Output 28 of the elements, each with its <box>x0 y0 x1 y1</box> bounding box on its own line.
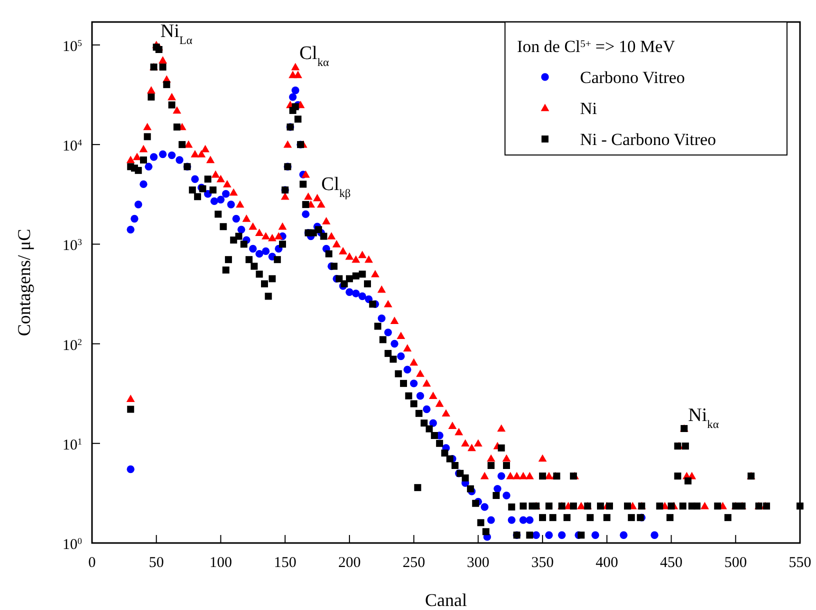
x-tick-label: 300 <box>466 555 490 571</box>
y-tick-label: 10$^{5}$ <box>62 38 82 55</box>
x-axis-title: Canal <box>425 590 467 610</box>
x-tick-label: 200 <box>338 555 361 571</box>
x-tick-label: 250 <box>402 555 426 571</box>
annotation: Cl$_{kα}$ <box>299 43 330 69</box>
y-tick-label: 10$^{2}$ <box>62 336 82 354</box>
y-tick-label: 10$^{3}$ <box>62 237 82 254</box>
legend-label: Ni - Carbono Vitreo <box>580 130 716 149</box>
legend-label: Ni <box>580 99 598 118</box>
x-tick-label: 450 <box>660 555 683 571</box>
y-tick-label: 10$^{1}$ <box>62 436 82 454</box>
x-tick-label: 100 <box>209 555 232 571</box>
annotation: Cl$_{kβ}$ <box>321 174 351 200</box>
x-tick-label: 50 <box>148 555 164 571</box>
x-tick-label: 0 <box>88 555 96 571</box>
legend-label: Carbono Vitreo <box>580 68 685 87</box>
x-tick-label: 400 <box>596 555 618 571</box>
annotation: Ni$_{Lα}$ <box>160 20 192 47</box>
x-tick-label: 550 <box>788 555 812 571</box>
annotation: Ni$_{kα}$ <box>688 404 719 430</box>
y-tick-label: 10$^{4}$ <box>62 138 82 155</box>
x-tick-label: 150 <box>274 555 296 571</box>
y-tick-label: 10$^{0}$ <box>62 536 82 553</box>
x-tick-label: 500 <box>724 555 747 571</box>
y-axis-title: Contagens/ μC <box>14 228 34 336</box>
x-tick-label: 350 <box>531 555 554 571</box>
legend-title: Ion de Cl$^{5+}$ => 10 MeV <box>517 37 676 56</box>
